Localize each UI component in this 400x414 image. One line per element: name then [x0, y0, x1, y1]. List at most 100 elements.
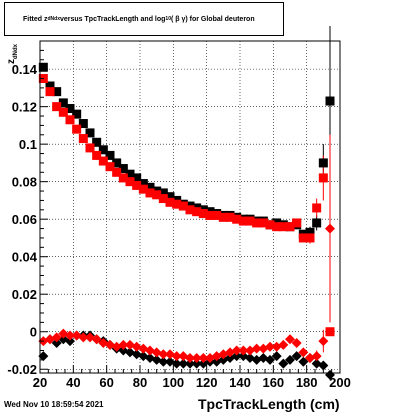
x-tick-label: 200: [329, 375, 351, 390]
y-axis-title-main: z: [6, 59, 17, 64]
square-marker: [325, 96, 335, 106]
y-tick-label: 0.14: [12, 62, 38, 77]
square-marker: [318, 173, 328, 183]
square-marker: [325, 327, 335, 337]
square-marker: [132, 173, 142, 183]
square-marker: [118, 164, 128, 174]
x-axis-title: TpcTrackLength (cm): [198, 396, 340, 412]
square-marker: [138, 184, 148, 194]
diamond-marker: [278, 339, 289, 350]
diamond-marker: [265, 341, 275, 352]
square-marker: [112, 158, 122, 168]
square-marker: [45, 81, 55, 91]
square-marker: [292, 218, 302, 228]
x-tick-label: 20: [33, 375, 47, 390]
diamond-marker: [58, 328, 69, 339]
x-tick-label: 160: [262, 375, 284, 390]
diamond-marker: [285, 334, 295, 345]
data-markers: [38, 62, 335, 380]
diamond-marker: [291, 351, 302, 362]
diamond-marker: [38, 351, 49, 362]
diamond-marker: [291, 337, 302, 348]
square-marker: [158, 194, 168, 204]
square-marker: [72, 124, 82, 134]
square-marker: [285, 222, 295, 232]
diamond-marker: [51, 337, 62, 348]
square-marker: [52, 87, 62, 97]
y-tick-label: 0.02: [12, 287, 37, 302]
square-marker: [138, 179, 148, 189]
square-marker: [298, 233, 308, 243]
diamond-marker: [265, 354, 275, 365]
diamond-marker: [298, 347, 309, 358]
title-z-subscript: dNdx: [47, 16, 61, 22]
square-marker: [252, 218, 262, 228]
square-marker: [58, 107, 68, 117]
square-marker: [132, 180, 142, 190]
y-tick-label: 0: [30, 325, 37, 340]
square-marker: [125, 169, 135, 179]
square-marker: [178, 201, 188, 211]
square-marker: [272, 222, 282, 232]
square-marker: [158, 188, 168, 198]
diamond-marker: [185, 352, 195, 363]
square-marker: [85, 128, 95, 138]
square-marker: [258, 218, 268, 228]
square-marker: [92, 137, 102, 147]
diamond-marker: [278, 358, 289, 369]
datestamp: Wed Nov 10 18:59:54 2021: [4, 400, 104, 409]
diamond-marker: [65, 330, 75, 341]
y-tick-label: -0.02: [7, 362, 37, 377]
diamond-marker: [231, 351, 242, 362]
square-marker: [305, 227, 315, 237]
y-tick-label: 0.04: [12, 250, 38, 265]
diamond-marker: [118, 339, 129, 350]
square-marker: [45, 87, 55, 97]
square-marker: [152, 190, 162, 200]
chart-title: Fitted z dNdx versus TpcTrackLength and l…: [4, 2, 284, 36]
square-marker: [172, 199, 182, 209]
diamond-marker: [178, 358, 189, 369]
square-marker: [305, 233, 315, 243]
square-marker: [105, 162, 115, 172]
diamond-marker: [318, 336, 329, 347]
y-tick-label: 0.08: [12, 175, 37, 190]
y-axis-title-sub: dNdx: [13, 44, 19, 59]
diamond-marker: [51, 332, 62, 343]
square-marker: [198, 209, 208, 219]
square-marker: [92, 150, 102, 160]
square-marker: [65, 115, 75, 125]
square-marker: [212, 210, 222, 220]
square-marker: [238, 216, 248, 226]
square-marker: [218, 212, 228, 222]
square-marker: [112, 167, 122, 177]
diamond-marker: [271, 351, 282, 362]
square-marker: [118, 173, 128, 183]
square-marker: [225, 212, 235, 222]
square-marker: [205, 210, 215, 220]
y-axis-title: zdNdx: [6, 0, 19, 64]
square-marker: [78, 134, 88, 144]
square-marker: [52, 102, 62, 112]
square-marker: [278, 222, 288, 232]
square-marker: [312, 203, 322, 213]
x-tick-label: 60: [99, 375, 113, 390]
square-marker: [145, 188, 155, 198]
title-middle: versus TpcTrackLength and log: [60, 15, 166, 23]
diamond-marker: [251, 343, 262, 354]
diamond-marker: [298, 356, 309, 367]
square-marker: [185, 205, 195, 215]
x-tick-label: 140: [229, 375, 251, 390]
diamond-marker: [185, 358, 195, 369]
square-marker: [98, 156, 108, 166]
diamond-marker: [285, 354, 295, 365]
title-prefix: Fitted z: [23, 15, 48, 23]
square-marker: [145, 182, 155, 192]
diamond-marker: [311, 351, 322, 362]
diamond-marker: [238, 345, 249, 356]
tick-labels: 20 40 60 80 100 120 140 160 180 200 -0.02 0 0.02 0.04…: [7, 62, 350, 390]
square-marker: [265, 220, 275, 230]
grid: [40, 41, 340, 373]
error-bars: [309, 25, 331, 362]
